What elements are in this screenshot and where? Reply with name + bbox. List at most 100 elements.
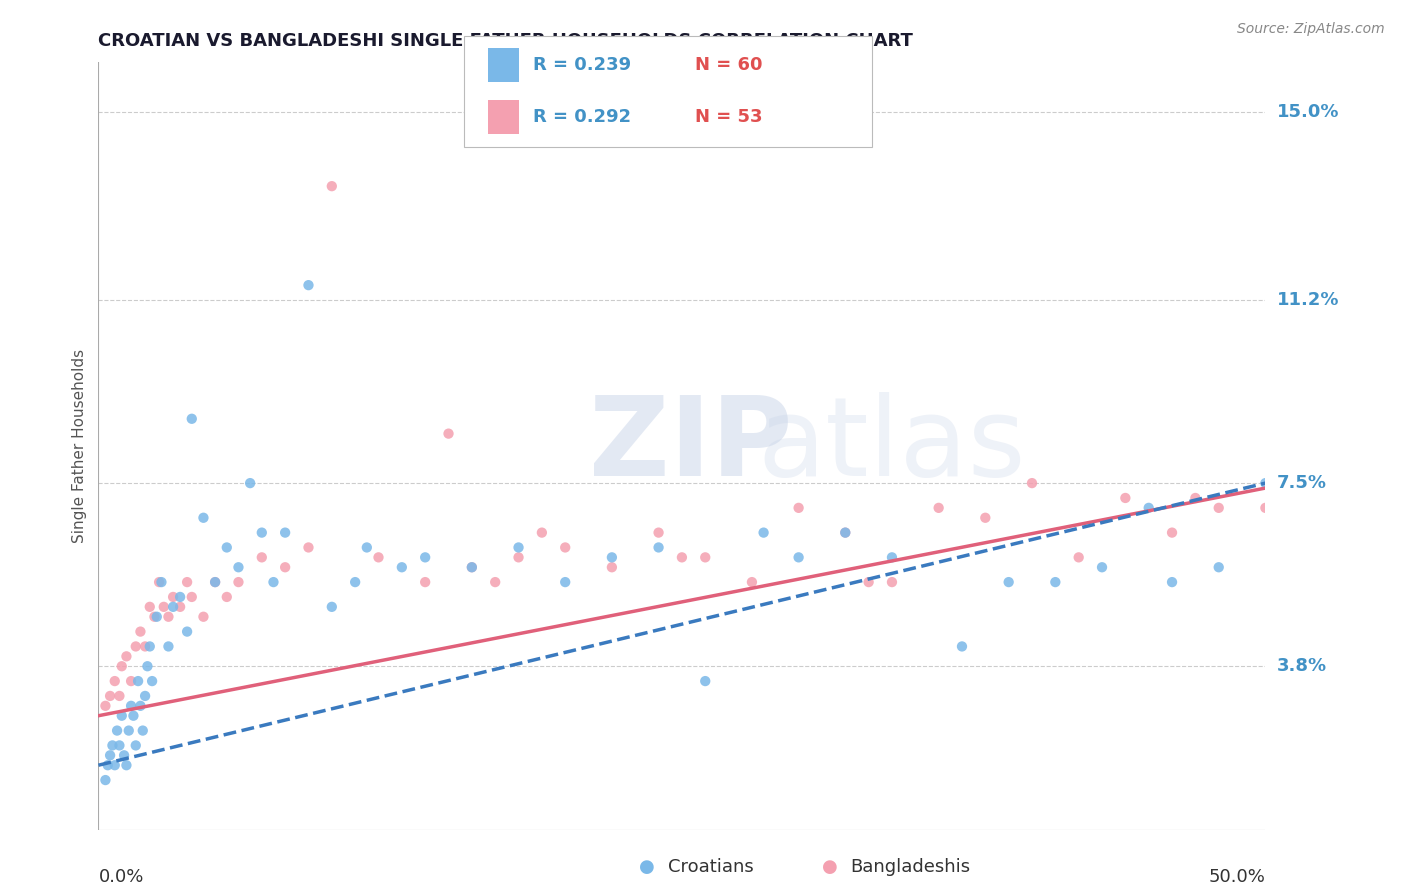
Point xyxy=(600,560,623,574)
Text: Bangladeshis: Bangladeshis xyxy=(851,858,970,876)
Point xyxy=(118,723,141,738)
Point xyxy=(274,560,297,574)
Point xyxy=(1161,575,1184,590)
Point xyxy=(413,550,436,565)
Point xyxy=(115,649,138,664)
Point xyxy=(1067,550,1090,565)
Point xyxy=(111,708,134,723)
Point xyxy=(530,525,553,540)
Text: ●: ● xyxy=(638,858,655,876)
Point xyxy=(554,575,576,590)
Point xyxy=(1137,500,1160,515)
Point xyxy=(1091,560,1114,574)
Point xyxy=(129,698,152,713)
Point xyxy=(180,411,202,425)
Point xyxy=(437,426,460,441)
Point xyxy=(367,550,389,565)
Point xyxy=(150,575,173,590)
Y-axis label: Single Father Households: Single Father Households xyxy=(72,349,87,543)
Point xyxy=(250,525,273,540)
Point xyxy=(215,590,238,604)
Point xyxy=(508,550,530,565)
Point xyxy=(104,758,127,772)
Point xyxy=(143,609,166,624)
Point xyxy=(1161,525,1184,540)
Point xyxy=(157,609,180,624)
Point xyxy=(193,510,215,524)
Point xyxy=(228,575,250,590)
Point xyxy=(356,541,378,555)
Point xyxy=(136,659,159,673)
Point xyxy=(974,510,997,524)
Point xyxy=(169,590,191,604)
Point xyxy=(98,689,121,703)
Point xyxy=(157,640,180,654)
Point xyxy=(115,758,138,772)
Text: 7.5%: 7.5% xyxy=(1277,475,1326,492)
Point xyxy=(97,758,120,772)
Point xyxy=(1208,500,1230,515)
Point xyxy=(215,541,238,555)
Point xyxy=(671,550,693,565)
Text: N = 53: N = 53 xyxy=(695,108,762,126)
Point xyxy=(162,599,184,614)
Point xyxy=(250,550,273,565)
Point xyxy=(413,575,436,590)
Point xyxy=(141,674,163,689)
Point xyxy=(139,599,162,614)
Text: 3.8%: 3.8% xyxy=(1277,657,1327,675)
Text: atlas: atlas xyxy=(758,392,1026,500)
Point xyxy=(461,560,484,574)
Point xyxy=(139,640,162,654)
Point xyxy=(1254,476,1277,491)
Point xyxy=(169,599,191,614)
Point xyxy=(508,541,530,555)
Point xyxy=(787,500,810,515)
Point xyxy=(125,640,148,654)
Point xyxy=(120,698,142,713)
Text: R = 0.292: R = 0.292 xyxy=(533,108,631,126)
Point xyxy=(101,739,124,753)
Point xyxy=(858,575,880,590)
Point xyxy=(297,541,319,555)
Point xyxy=(111,659,134,673)
Point xyxy=(695,674,717,689)
Point xyxy=(180,590,202,604)
Text: Croatians: Croatians xyxy=(668,858,754,876)
Point xyxy=(787,550,810,565)
Point xyxy=(695,550,717,565)
Point xyxy=(880,550,903,565)
Text: ZIP: ZIP xyxy=(589,392,792,500)
Point xyxy=(146,609,169,624)
Point xyxy=(834,525,856,540)
Point xyxy=(94,773,117,788)
Text: CROATIAN VS BANGLADESHI SINGLE FATHER HOUSEHOLDS CORRELATION CHART: CROATIAN VS BANGLADESHI SINGLE FATHER HO… xyxy=(98,32,914,50)
Point xyxy=(461,560,484,574)
Point xyxy=(297,278,319,293)
Point xyxy=(1254,500,1277,515)
Point xyxy=(120,674,142,689)
Point xyxy=(132,723,155,738)
Point xyxy=(1208,560,1230,574)
Text: N = 60: N = 60 xyxy=(695,56,762,74)
Point xyxy=(554,541,576,555)
Text: 0.0%: 0.0% xyxy=(98,869,143,887)
Point xyxy=(105,723,128,738)
Text: 50.0%: 50.0% xyxy=(1209,869,1265,887)
Point xyxy=(880,575,903,590)
Point xyxy=(834,525,856,540)
Point xyxy=(484,575,506,590)
Point xyxy=(950,640,973,654)
Point xyxy=(928,500,950,515)
Point xyxy=(228,560,250,574)
Point xyxy=(741,575,763,590)
Point xyxy=(1114,491,1136,505)
Point xyxy=(274,525,297,540)
Text: ●: ● xyxy=(821,858,838,876)
Point xyxy=(997,575,1019,590)
Point xyxy=(1184,491,1206,505)
Point xyxy=(193,609,215,624)
Point xyxy=(239,476,262,491)
Point xyxy=(148,575,170,590)
Point xyxy=(344,575,367,590)
